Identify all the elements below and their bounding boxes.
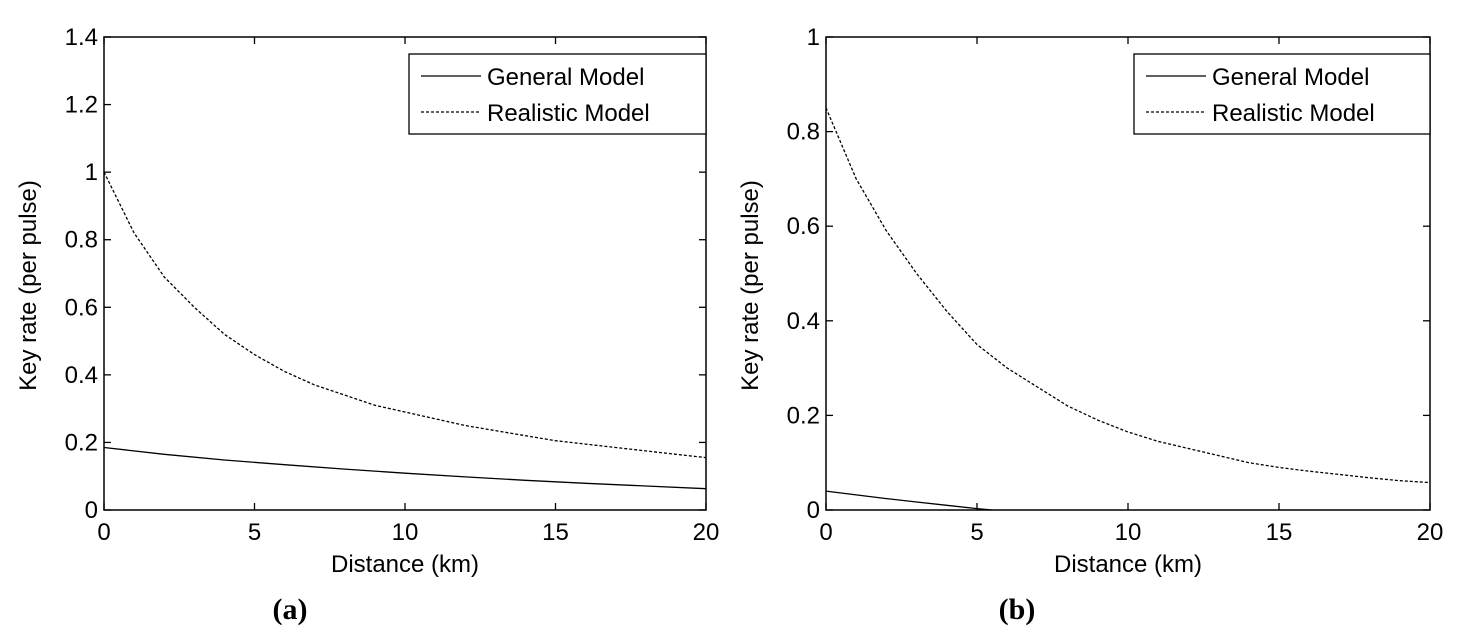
y-tick-label: 1.2: [65, 92, 98, 119]
series-line-realistic-model: [825, 107, 1431, 484]
x-tick-label: 10: [392, 519, 419, 546]
series-line-general-model: [103, 446, 707, 490]
y-tick-label: 0.2: [65, 429, 98, 456]
x-axis-label: Distance (km): [331, 551, 479, 578]
y-axis-label: Key rate (per pulse): [15, 180, 42, 391]
chart-panel-a: 0 5 10 15 20 0 0.2 0.4 0.6 0.8 1 1.2 1.4 Distance (km…: [15, 24, 719, 626]
x-tick-label: 15: [542, 519, 569, 546]
legend-entry: Realistic Model: [487, 100, 650, 127]
y-tick-label: 1: [807, 24, 820, 51]
y-tick-label: 0.6: [787, 213, 820, 240]
x-tick-label: 20: [693, 519, 720, 546]
panel-caption: (a): [273, 593, 308, 626]
x-tick-label: 0: [819, 519, 832, 546]
y-tick-label: 1: [85, 159, 98, 186]
y-tick-label: 1.4: [65, 24, 98, 51]
legend-entry: General Model: [1212, 64, 1369, 91]
y-tick-label: 0: [807, 497, 820, 524]
y-tick-label: 0.6: [65, 294, 98, 321]
panel-caption: (b): [999, 593, 1036, 626]
series-line-realistic-model: [103, 171, 707, 459]
x-tick-label: 5: [970, 519, 983, 546]
y-tick-label: 0.8: [65, 227, 98, 254]
x-tick-label: 5: [248, 519, 261, 546]
legend-entry: Realistic Model: [1212, 100, 1375, 127]
y-tick-label: 0.4: [787, 308, 820, 335]
y-axis-label: Key rate (per pulse): [737, 180, 764, 391]
series-line-general-model: [825, 490, 993, 511]
legend: General Model Realistic Model: [408, 53, 707, 135]
x-tick-label: 10: [1115, 519, 1142, 546]
y-tick-label: 0.4: [65, 362, 98, 389]
chart-panel-b: 0 5 10 15 20 0 0.2 0.4 0.6 0.8 1 Distance (km) Key r…: [737, 24, 1443, 626]
x-axis-label: Distance (km): [1054, 551, 1202, 578]
y-tick-label: 0.2: [787, 402, 820, 429]
legend-box: [1133, 53, 1431, 135]
legend: General Model Realistic Model: [1133, 53, 1431, 135]
x-tick-label: 0: [97, 519, 110, 546]
y-tick-label: 0: [85, 497, 98, 524]
legend-entry: General Model: [487, 64, 644, 91]
legend-box: [408, 53, 707, 135]
x-tick-label: 20: [1417, 519, 1444, 546]
x-tick-label: 15: [1266, 519, 1293, 546]
y-tick-label: 0.8: [787, 119, 820, 146]
